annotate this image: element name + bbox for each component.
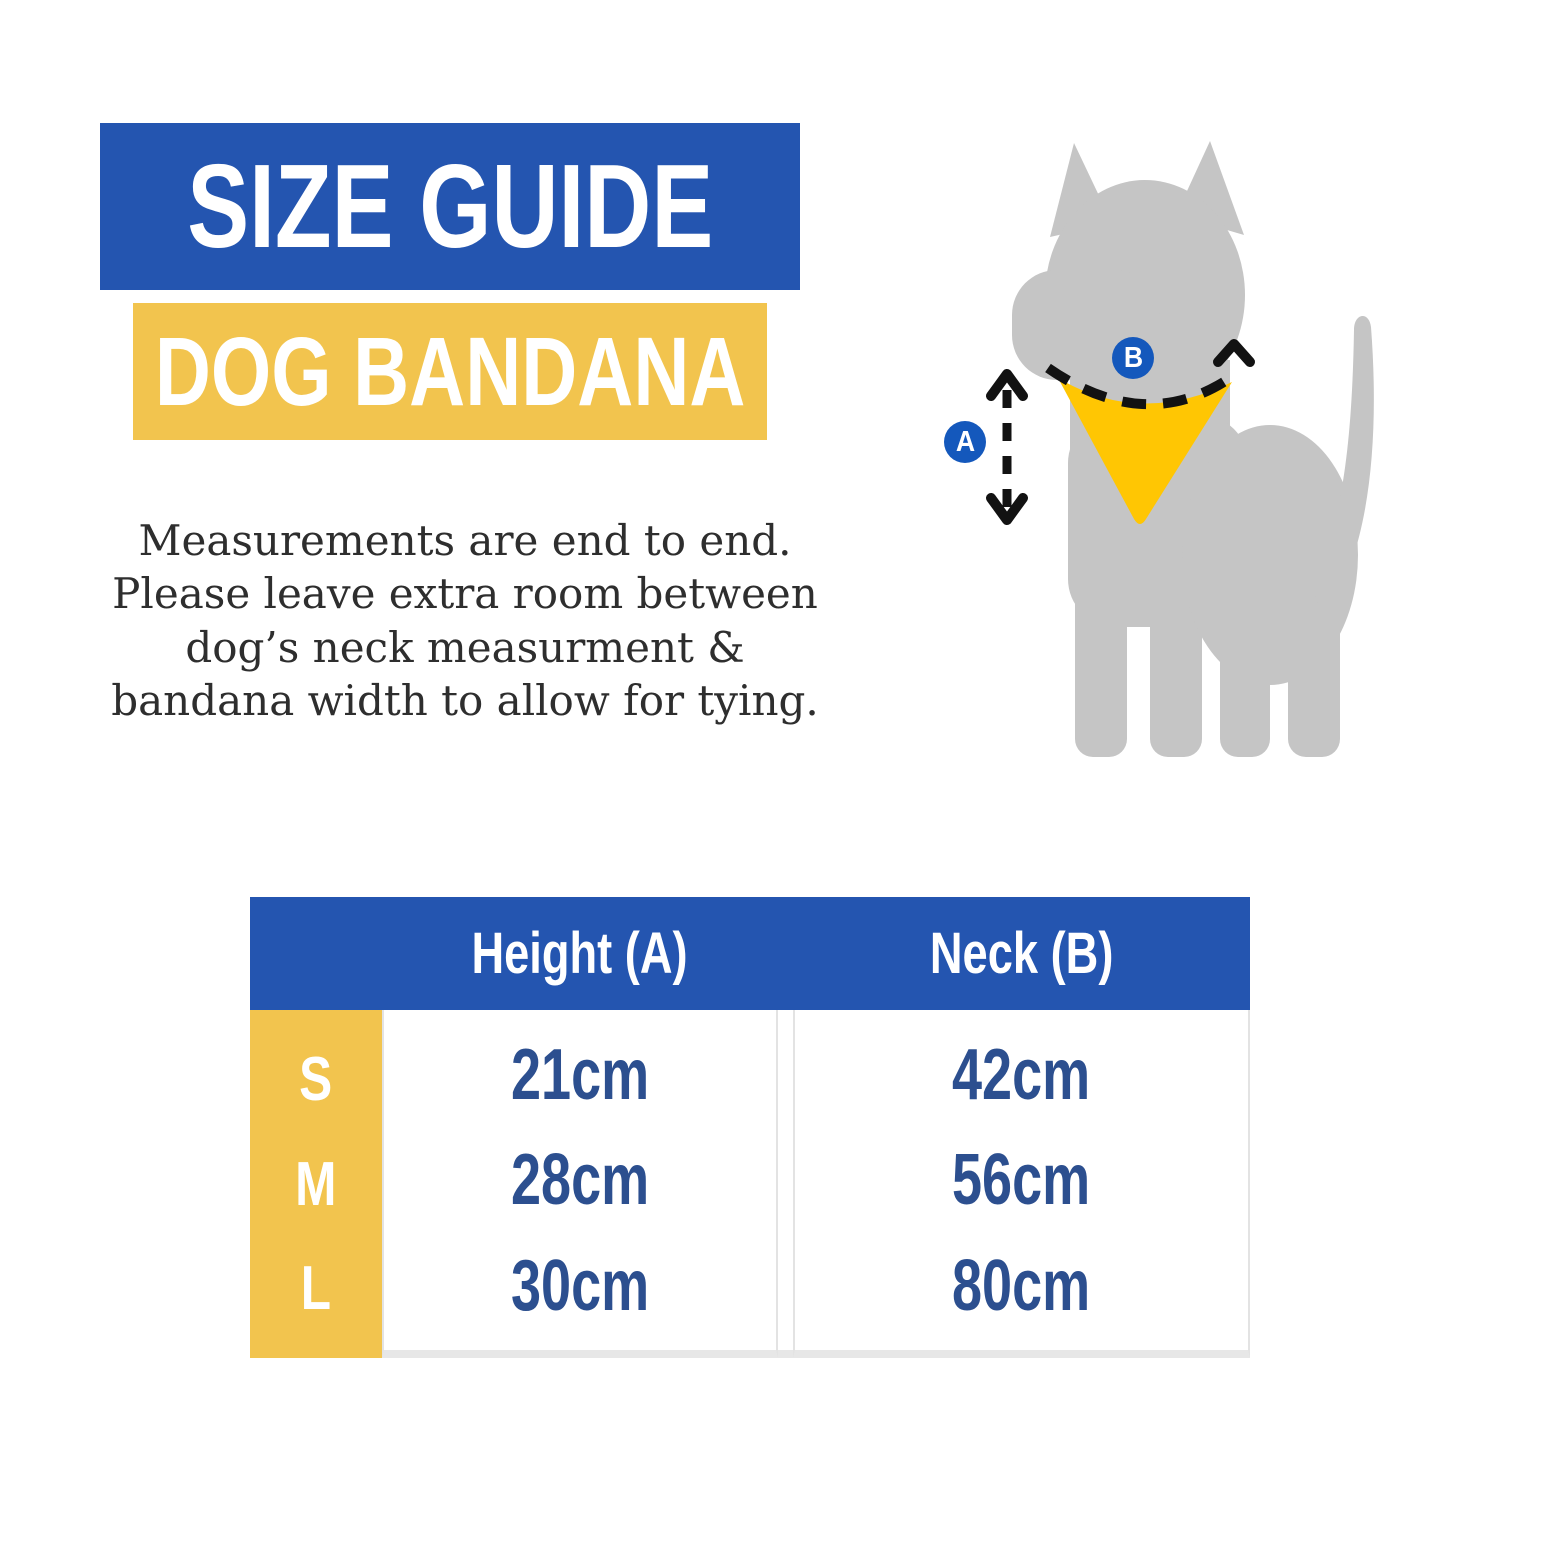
product-title: DOG BANDANA (154, 316, 746, 426)
header-gap-cell (778, 897, 793, 1010)
neck-value-s: 42cm (952, 1034, 1091, 1115)
down-arrowhead-icon (986, 493, 1028, 525)
neck-value-m: 56cm (952, 1140, 1091, 1220)
size-label-l: L (300, 1254, 332, 1324)
up-arrowhead-icon (986, 369, 1028, 401)
size-table-header: Height (A) Neck (B) (250, 897, 1250, 1010)
dog-silhouette (1012, 141, 1374, 757)
marker-b-badge: B (1112, 337, 1154, 379)
neck-values-column: 42cm 56cm 80cm (793, 1010, 1250, 1358)
dog-diagram: A B (944, 125, 1410, 785)
size-guide-banner: SIZE GUIDE (100, 123, 800, 290)
marker-a-badge: A (944, 421, 986, 463)
height-column-header: Height (A) (471, 921, 689, 986)
size-table: Height (A) Neck (B) S M L 21cm 28cm 30cm… (250, 897, 1250, 1358)
size-label-m: M (295, 1149, 337, 1219)
marker-a-label: A (955, 425, 975, 458)
neck-measure-line (1045, 363, 1233, 410)
height-value-s: 21cm (510, 1034, 650, 1115)
size-label-column: S M L (250, 1010, 382, 1358)
size-table-body: S M L 21cm 28cm 30cm 42cm 56cm 80cm (250, 1010, 1250, 1358)
height-value-l: 30cm (510, 1245, 650, 1326)
measurement-note: Measurements are end to end. Please leav… (111, 516, 819, 725)
height-values-column: 21cm 28cm 30cm (382, 1010, 778, 1358)
dog-silhouette-illustration (986, 141, 1374, 757)
size-label-s: S (299, 1044, 333, 1114)
height-measure-arrow (986, 369, 1028, 525)
neck-value-l: 80cm (952, 1245, 1091, 1326)
height-value-m: 28cm (510, 1140, 650, 1220)
marker-b-label: B (1123, 341, 1143, 374)
product-banner: DOG BANDANA (133, 303, 767, 440)
header-spacer-cell (250, 897, 382, 1010)
neck-arrowhead-icon (1213, 339, 1255, 367)
height-column-header-cell: Height (A) (382, 897, 778, 1010)
neck-column-header: Neck (B) (929, 921, 1114, 986)
size-guide-title: SIZE GUIDE (186, 140, 714, 273)
bandana-shape (1058, 378, 1232, 524)
neck-column-header-cell: Neck (B) (793, 897, 1250, 1010)
column-divider (778, 1010, 793, 1358)
